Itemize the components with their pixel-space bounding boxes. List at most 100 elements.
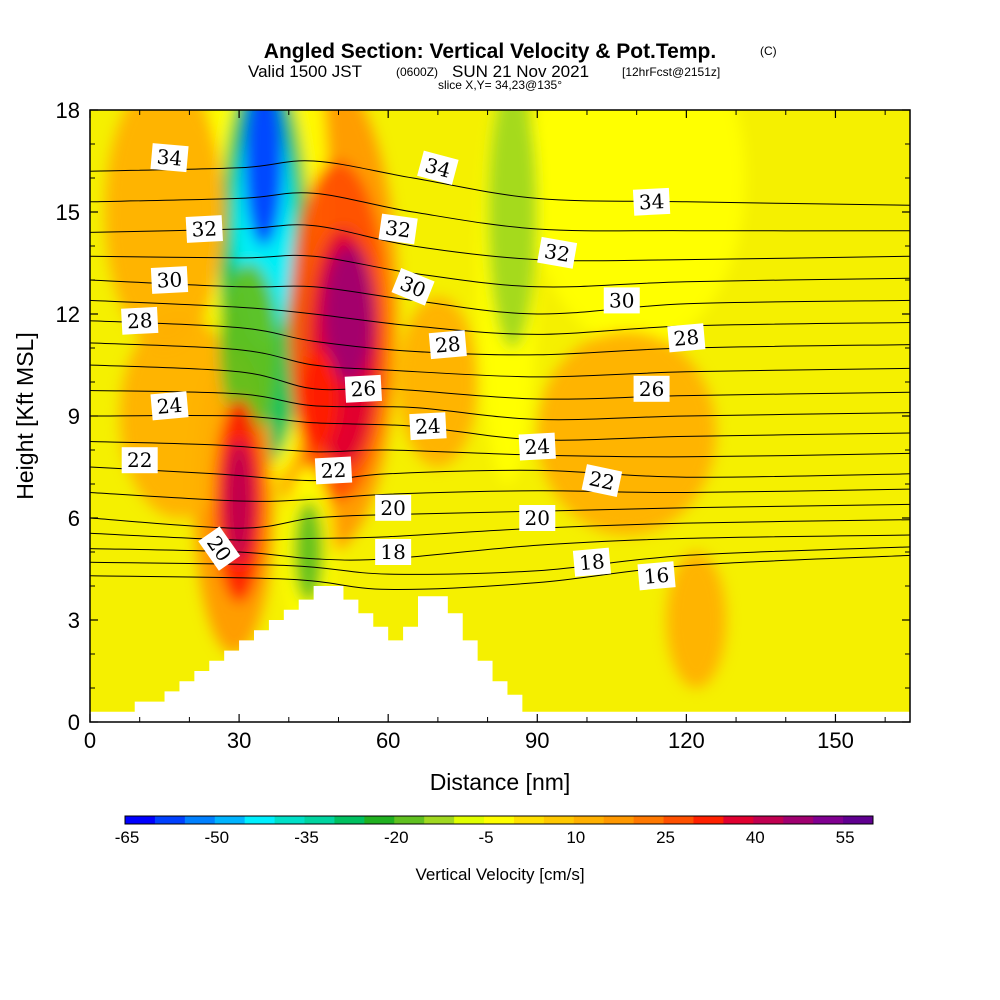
colorbar-swatch (454, 816, 485, 824)
velocity-cell (219, 263, 279, 433)
colorbar-label: Vertical Velocity [cm/s] (415, 865, 584, 884)
contour-label-text: 32 (384, 215, 413, 242)
colorbar-swatch (184, 816, 216, 824)
velocity-cell (666, 552, 727, 688)
x-tick-label: 0 (84, 728, 96, 753)
colorbar-tick-label: 55 (836, 828, 855, 847)
colorbar-swatch (244, 816, 276, 824)
contour-intermediate (90, 488, 910, 502)
valid-prefix: Valid 1500 JST (248, 62, 362, 81)
contour-label-text: 20 (525, 506, 550, 530)
contour-label-box (121, 306, 159, 335)
contour-intermediate (90, 441, 910, 458)
x-tick-label: 60 (376, 728, 400, 753)
y-tick-label: 12 (56, 302, 80, 327)
y-tick-label: 18 (56, 98, 80, 123)
colorbar-swatch (364, 816, 395, 824)
contour-label: 32 (537, 236, 578, 269)
contour-label-box (409, 412, 447, 441)
contour-label-box (391, 268, 435, 306)
x-tick-label: 150 (817, 728, 854, 753)
velocity-cell (398, 297, 478, 467)
y-tick-label: 15 (56, 200, 80, 225)
contour-label-text: 22 (587, 466, 617, 495)
colorbar-swatch (543, 816, 575, 824)
contour-label: 32 (185, 215, 223, 243)
contour-label: 20 (519, 505, 556, 531)
contour-label: 18 (572, 547, 612, 577)
contour-label-box (375, 539, 412, 565)
x-tick-label: 30 (227, 728, 251, 753)
valid-date: SUN 21 Nov 2021 (452, 62, 589, 81)
colorbar-swatch (334, 816, 365, 824)
contour-label-box (314, 456, 353, 485)
contour-intermediate (90, 546, 910, 575)
contour-22 (90, 466, 910, 482)
contour-intermediate (90, 342, 910, 378)
colorbar-swatch (813, 816, 844, 824)
vertical-velocity-field (104, 110, 746, 688)
contour-intermediate (90, 519, 910, 541)
contour-intermediate (90, 192, 910, 232)
contour-label: 26 (633, 375, 670, 402)
contour-20 (90, 503, 910, 529)
contour-label: 24 (150, 391, 189, 421)
y-tick-label: 9 (68, 404, 80, 429)
contour-label-box (519, 505, 556, 531)
contour-label: 28 (428, 330, 467, 360)
contour-intermediate (90, 254, 910, 288)
contour-label-text: 32 (543, 239, 572, 267)
colorbar-swatch (753, 816, 784, 824)
velocity-cell (104, 110, 225, 348)
contour-label: 24 (409, 412, 447, 441)
contour-label-text: 24 (156, 393, 183, 419)
velocity-cell (323, 246, 374, 382)
contour-label-box (344, 374, 382, 403)
contour-label-text: 26 (350, 376, 377, 401)
slice-info: slice X,Y= 34,23@135° (438, 78, 562, 92)
colorbar-tick-label: -65 (115, 828, 140, 847)
colorbar-swatch (783, 816, 814, 824)
contour-label-text: 24 (415, 414, 442, 439)
velocity-cell (572, 110, 722, 280)
contour-label-text: 20 (380, 496, 405, 520)
contour-label-box (518, 432, 556, 461)
contour-34 (90, 160, 910, 206)
contour-label-box (375, 494, 412, 521)
colorbar-swatch (603, 816, 635, 824)
contour-label-text: 18 (578, 549, 605, 575)
contour-18 (90, 534, 910, 561)
contour-label: 22 (581, 464, 623, 498)
contour-label-box (150, 266, 189, 294)
colorbar-swatch (214, 816, 246, 824)
colorbar-ticks: -65 -50 -35 -20 -5 10 25 40 55 (115, 828, 855, 847)
contour-label-text: 30 (609, 288, 634, 312)
y-tick-label: 3 (68, 608, 80, 633)
contour-label: 20 (375, 494, 412, 521)
contour-label: 34 (417, 150, 459, 186)
contour-label: 16 (637, 561, 676, 591)
contour-26 (90, 364, 910, 400)
colorbar-swatch (424, 816, 455, 824)
contour-label: 30 (603, 287, 640, 314)
colorbar-swatch (125, 816, 156, 824)
velocity-cell (293, 501, 324, 603)
contour-label-box (572, 547, 612, 577)
contour-label-box (185, 215, 223, 243)
contour-label-text: 18 (380, 540, 405, 564)
contour-label-box (637, 561, 676, 591)
contour-label-text: 34 (156, 145, 183, 171)
colorbar-swatch (513, 816, 545, 824)
contour-30 (90, 279, 910, 315)
colorbar-swatch (304, 816, 335, 824)
contour-label-text: 34 (638, 189, 665, 214)
contour-label: 32 (378, 213, 418, 245)
contour-label-text: 24 (524, 434, 551, 459)
colorbar-swatch (274, 816, 306, 824)
contour-label-text: 32 (191, 216, 218, 241)
contour-intermediate (90, 390, 910, 421)
colorbar-tick-label: 25 (656, 828, 675, 847)
